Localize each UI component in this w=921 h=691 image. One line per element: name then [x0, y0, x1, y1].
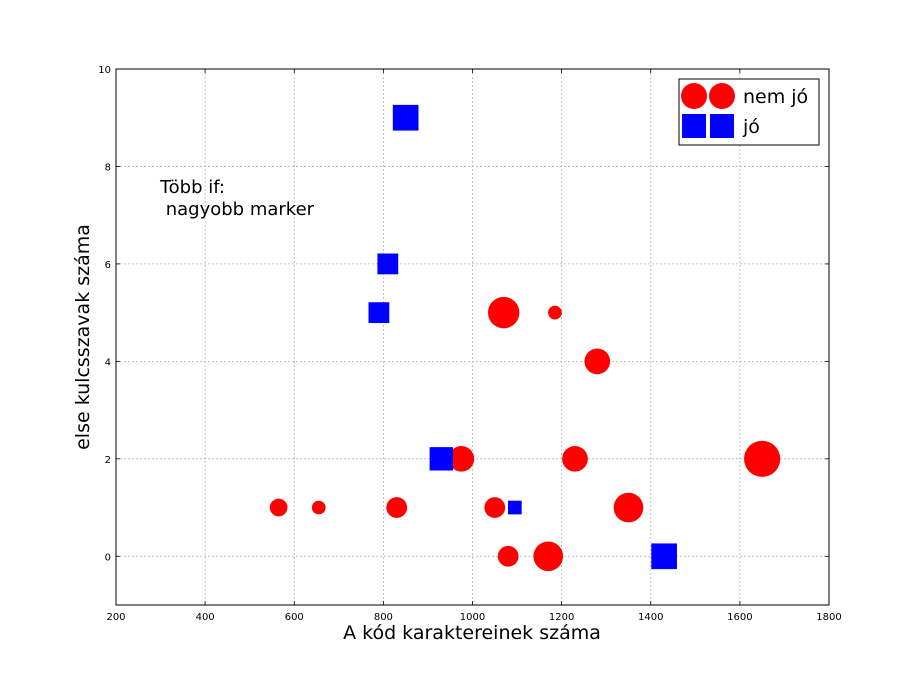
legend-label-jo: jó: [742, 116, 760, 138]
data-point-circle: [487, 296, 520, 329]
annotation-line-2: nagyobb marker: [160, 199, 315, 220]
y-tick-label: 4: [105, 357, 111, 368]
y-axis-title: else kulcsszavak száma: [72, 224, 94, 450]
x-tick-label: 1200: [549, 612, 574, 623]
x-tick-label: 600: [285, 612, 304, 623]
data-point-circle: [584, 348, 611, 375]
grid: [116, 69, 829, 605]
y-tick-label: 10: [98, 65, 111, 76]
data-point-circle: [533, 541, 564, 572]
x-tick-label: 1800: [816, 612, 841, 623]
y-tick-label: 6: [105, 260, 111, 271]
x-tick-label: 1400: [638, 612, 663, 623]
data-point-square: [507, 500, 522, 515]
y-tick-label: 0: [105, 552, 111, 563]
data-point-circle: [548, 305, 562, 320]
y-tick-label: 8: [105, 162, 111, 173]
x-tick-label: 800: [374, 612, 393, 623]
data-points: [269, 104, 781, 572]
annotation-line-1: Több if:: [159, 177, 225, 198]
data-point-circle: [613, 492, 644, 523]
data-point-circle: [448, 445, 475, 472]
x-tick-label: 200: [106, 612, 125, 623]
legend-marker-jo-1: [682, 114, 706, 138]
legend-marker-jo-2: [710, 114, 734, 138]
x-tick-label: 1000: [460, 612, 485, 623]
x-axis-title: A kód karaktereinek száma: [343, 622, 601, 644]
data-point-circle: [744, 440, 781, 477]
y-tick-label: 2: [105, 455, 111, 466]
data-point-square: [377, 253, 399, 275]
data-point-circle: [484, 497, 506, 518]
legend-label-nem-jo: nem jó: [743, 86, 808, 108]
data-point-circle: [562, 445, 588, 472]
data-point-square: [392, 104, 419, 131]
x-tick-label: 400: [196, 612, 215, 623]
data-point-square: [368, 302, 390, 324]
legend-marker-nem-jo-2: [709, 83, 735, 109]
legend-marker-nem-jo-1: [681, 83, 707, 109]
data-point-circle: [386, 497, 408, 518]
legend: nem jó jó: [678, 78, 820, 146]
data-point-square: [651, 543, 677, 570]
data-point-circle: [311, 500, 326, 515]
axis-ticks: 200 400 600 800 1000 1200 1400 1600 1800 0 2 4 6 8 10: [98, 65, 841, 623]
data-point-square: [429, 447, 454, 471]
data-point-circle: [269, 498, 288, 517]
data-point-circle: [497, 545, 519, 567]
x-tick-label: 1600: [727, 612, 752, 623]
